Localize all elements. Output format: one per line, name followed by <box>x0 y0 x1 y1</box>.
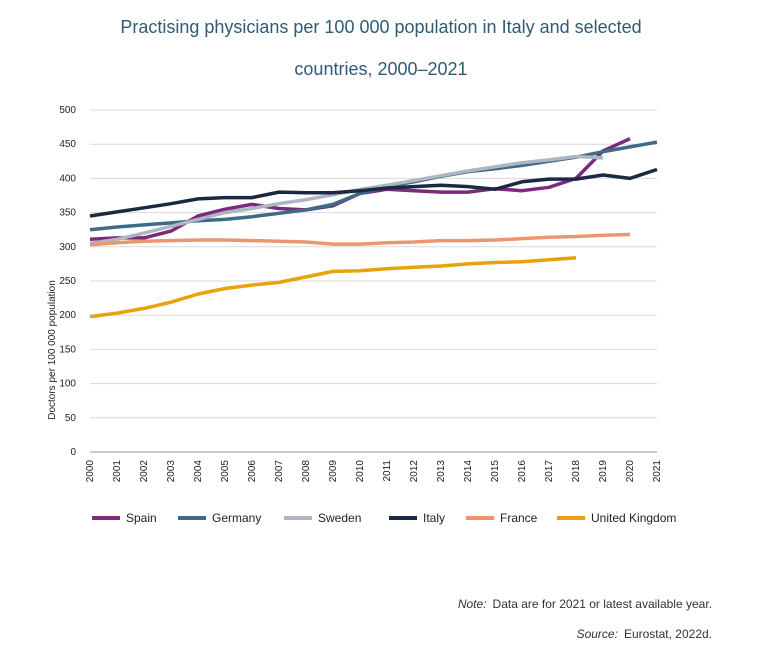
series-line-italy <box>89 167 658 218</box>
legend: Spain Germany Sweden Italy France United King… <box>92 511 676 525</box>
series-line-france <box>89 232 631 247</box>
legend-label: Italy <box>423 511 445 525</box>
chart-title-line1: Practising physicians per 100 000 popula… <box>120 17 642 37</box>
legend-item: Germany <box>178 511 261 525</box>
legend-label: France <box>500 511 538 525</box>
legend-label: Spain <box>126 511 157 525</box>
x-tick-label: 2020 <box>625 460 636 483</box>
x-tick-label: 2007 <box>274 460 285 483</box>
note: Note: Data are for 2021 or latest availab… <box>458 597 712 611</box>
x-tick-label: 2016 <box>517 460 528 483</box>
y-tick-label: 250 <box>59 276 76 287</box>
x-tick-label: 2018 <box>571 460 582 483</box>
source-text: Eurostat, 2022d. <box>623 627 712 641</box>
legend-label: Sweden <box>318 511 361 525</box>
x-tick-label: 2021 <box>652 460 663 483</box>
legend-item: Sweden <box>284 511 361 525</box>
x-tick-label: 2013 <box>436 460 447 483</box>
x-tick-label: 2006 <box>247 460 258 483</box>
x-tick-label: 2008 <box>301 460 312 483</box>
x-tick-label: 2011 <box>382 460 393 482</box>
legend-label: Germany <box>212 511 261 525</box>
x-tick-label: 2014 <box>463 460 474 483</box>
y-tick-label: 350 <box>59 208 76 219</box>
legend-item: France <box>466 511 538 525</box>
y-tick-label: 300 <box>59 242 76 253</box>
x-tick-label: 2009 <box>328 460 339 483</box>
legend-item: United Kingdom <box>557 511 676 525</box>
chart-title: Practising physicians per 100 000 popula… <box>0 6 762 90</box>
note-text: Data are for 2021 or latest available ye… <box>492 597 712 611</box>
x-tick-label: 2001 <box>112 460 123 483</box>
x-tick-label: 2012 <box>409 460 420 483</box>
x-axis-tick-labels: 2000 2001 2002 2003 2004 2005 2006 2007 2008 2009… <box>85 460 663 483</box>
y-axis-tick-labels: 0 50 100 150 200 250 300 350 400 450 500 <box>59 105 76 458</box>
y-axis-label: Doctors per 100 000 population <box>47 280 58 420</box>
legend-item: Spain <box>92 511 157 525</box>
y-tick-label: 100 <box>59 379 76 390</box>
y-tick-label: 150 <box>59 344 76 355</box>
legend-item: Italy <box>389 511 445 525</box>
source-label: Source: <box>576 627 618 641</box>
x-tick-label: 2004 <box>193 460 204 483</box>
y-tick-label: 0 <box>70 447 76 458</box>
x-tick-label: 2010 <box>355 460 366 483</box>
source: Source: Eurostat, 2022d. <box>577 627 712 641</box>
line-chart: 0 50 100 150 200 250 300 350 400 450 500 Doctors p… <box>47 105 676 525</box>
y-tick-label: 450 <box>59 139 76 150</box>
x-tick-label: 2003 <box>166 460 177 483</box>
series-line-united-kingdom <box>89 255 577 319</box>
y-tick-label: 500 <box>59 105 76 116</box>
x-tick-label: 2017 <box>544 460 555 483</box>
x-tick-label: 2015 <box>490 460 501 483</box>
note-label: Note: <box>457 597 487 611</box>
series-lines <box>89 137 658 319</box>
legend-label: United Kingdom <box>591 511 676 525</box>
y-tick-label: 400 <box>59 173 76 184</box>
x-tick-label: 2002 <box>139 460 150 483</box>
y-tick-label: 50 <box>65 413 77 424</box>
x-tick-label: 2005 <box>220 460 231 483</box>
gridlines <box>90 109 657 453</box>
y-tick-label: 200 <box>59 310 76 321</box>
chart-title-line2: countries, 2000–2021 <box>294 59 468 79</box>
x-tick-label: 2019 <box>598 460 609 483</box>
x-tick-label: 2000 <box>85 460 96 483</box>
